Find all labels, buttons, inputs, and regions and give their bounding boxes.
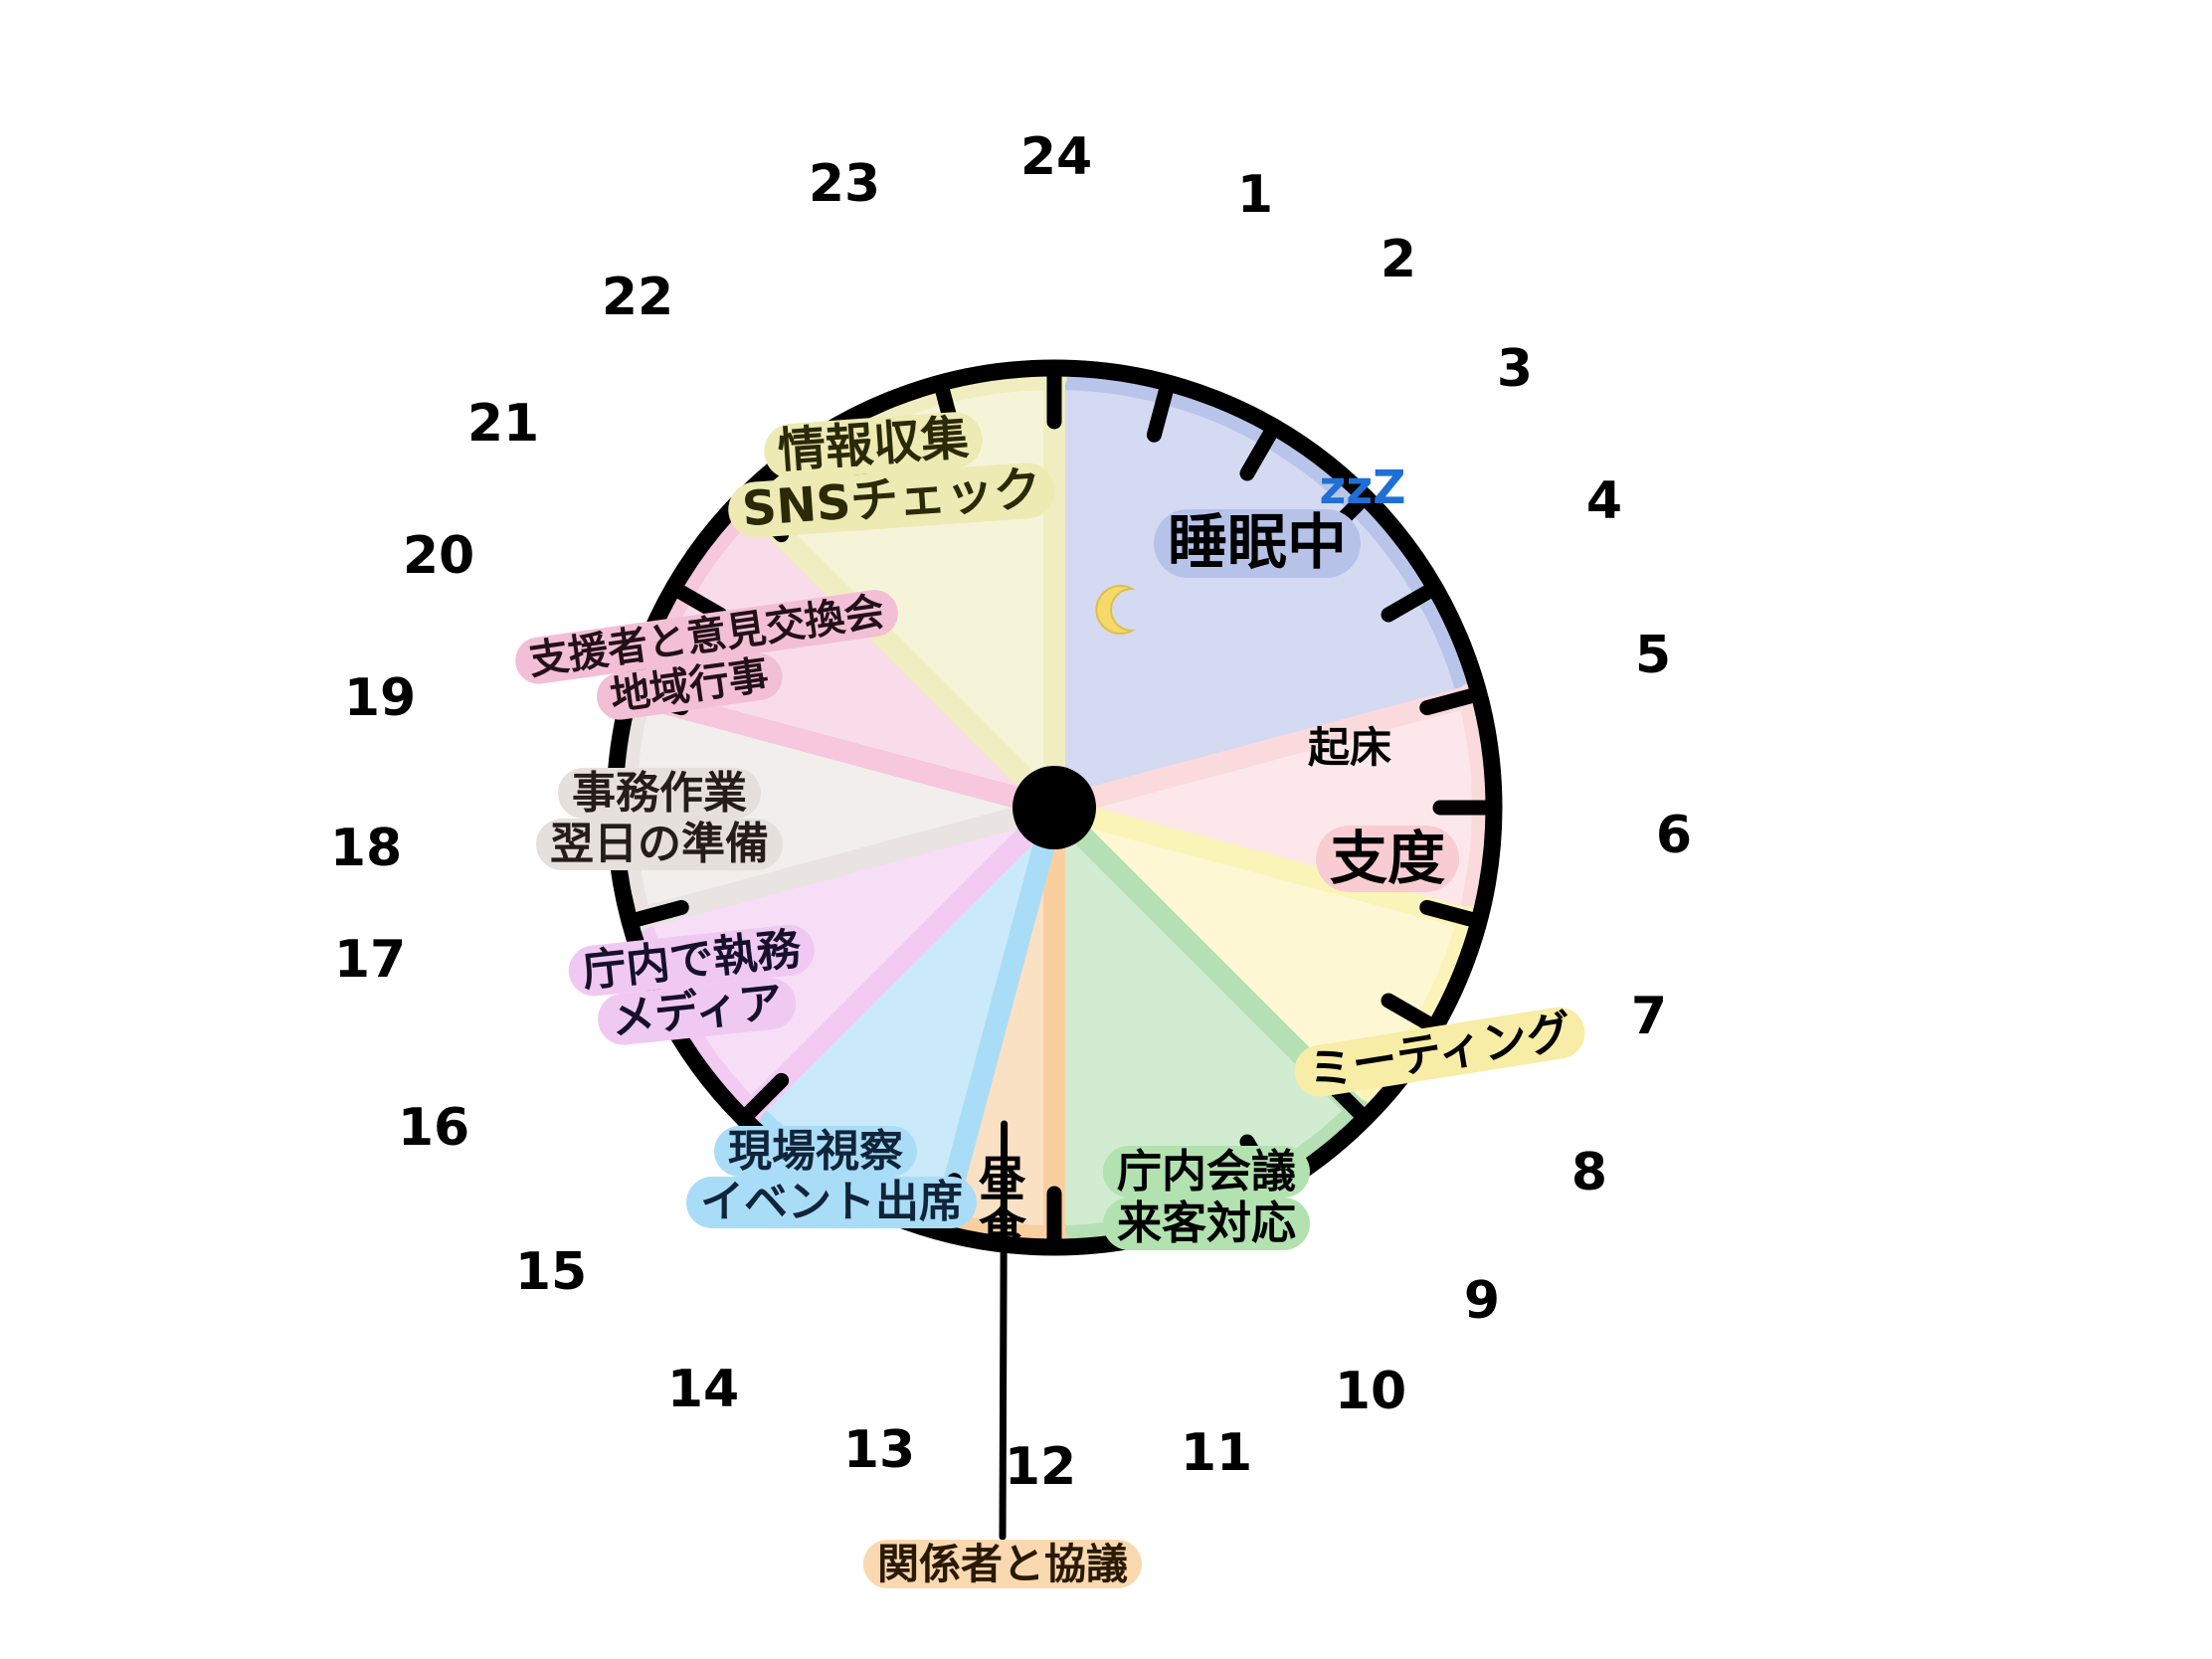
hour-tick [1419,899,1481,928]
hour-label-12: 12 [1004,1437,1077,1497]
hour-label-13: 13 [842,1420,916,1480]
hour-label-6: 6 [1655,806,1693,865]
hour-label-19: 19 [343,668,417,728]
clock-hub [1013,766,1096,849]
hour-tick [1146,381,1175,443]
hour-label-17: 17 [333,930,407,990]
sector-spoke-band [931,797,1065,1235]
callout-leader-line [999,1120,1009,1541]
sleep-zzz-icon: zzZ [1319,461,1406,514]
sector-arc-band [1041,364,1484,709]
hour-tick [1239,424,1279,481]
hour-label-2: 2 [1380,230,1417,289]
sector-fill [749,808,1054,1224]
sector-fill [1054,377,1471,808]
hour-label-23: 23 [808,154,881,214]
hour-label-11: 11 [1180,1423,1253,1483]
sector-spoke-band [738,491,1065,819]
hour-label-4: 4 [1585,471,1623,531]
hour-label-5: 5 [1634,626,1672,685]
hour-tick [628,899,689,928]
hour-label-1: 1 [1236,165,1274,225]
hour-label-15: 15 [514,1242,588,1302]
sector-spoke-band [1043,684,1482,819]
crescent-moon-icon [1090,581,1148,643]
hour-label-10: 10 [1334,1362,1407,1421]
hour-label-22: 22 [601,268,674,327]
hour-label-20: 20 [402,526,475,586]
hour-label-18: 18 [329,819,403,878]
sector-fill [1054,808,1360,1238]
sector-spoke-band [627,797,1065,931]
sector-spoke-band [738,797,1065,1124]
hour-label-3: 3 [1496,339,1534,399]
hour-label-9: 9 [1463,1271,1501,1331]
hour-label-21: 21 [466,394,540,454]
hour-tick [1419,687,1481,716]
hour-label-7: 7 [1630,987,1668,1046]
hour-tick [740,1072,790,1122]
sector-spoke-band [1043,797,1482,931]
hour-label-8: 8 [1570,1143,1608,1202]
hour-label-16: 16 [397,1098,470,1158]
hour-label-24: 24 [1019,127,1093,187]
hour-tick [1381,583,1438,623]
hour-label-14: 14 [666,1360,740,1419]
